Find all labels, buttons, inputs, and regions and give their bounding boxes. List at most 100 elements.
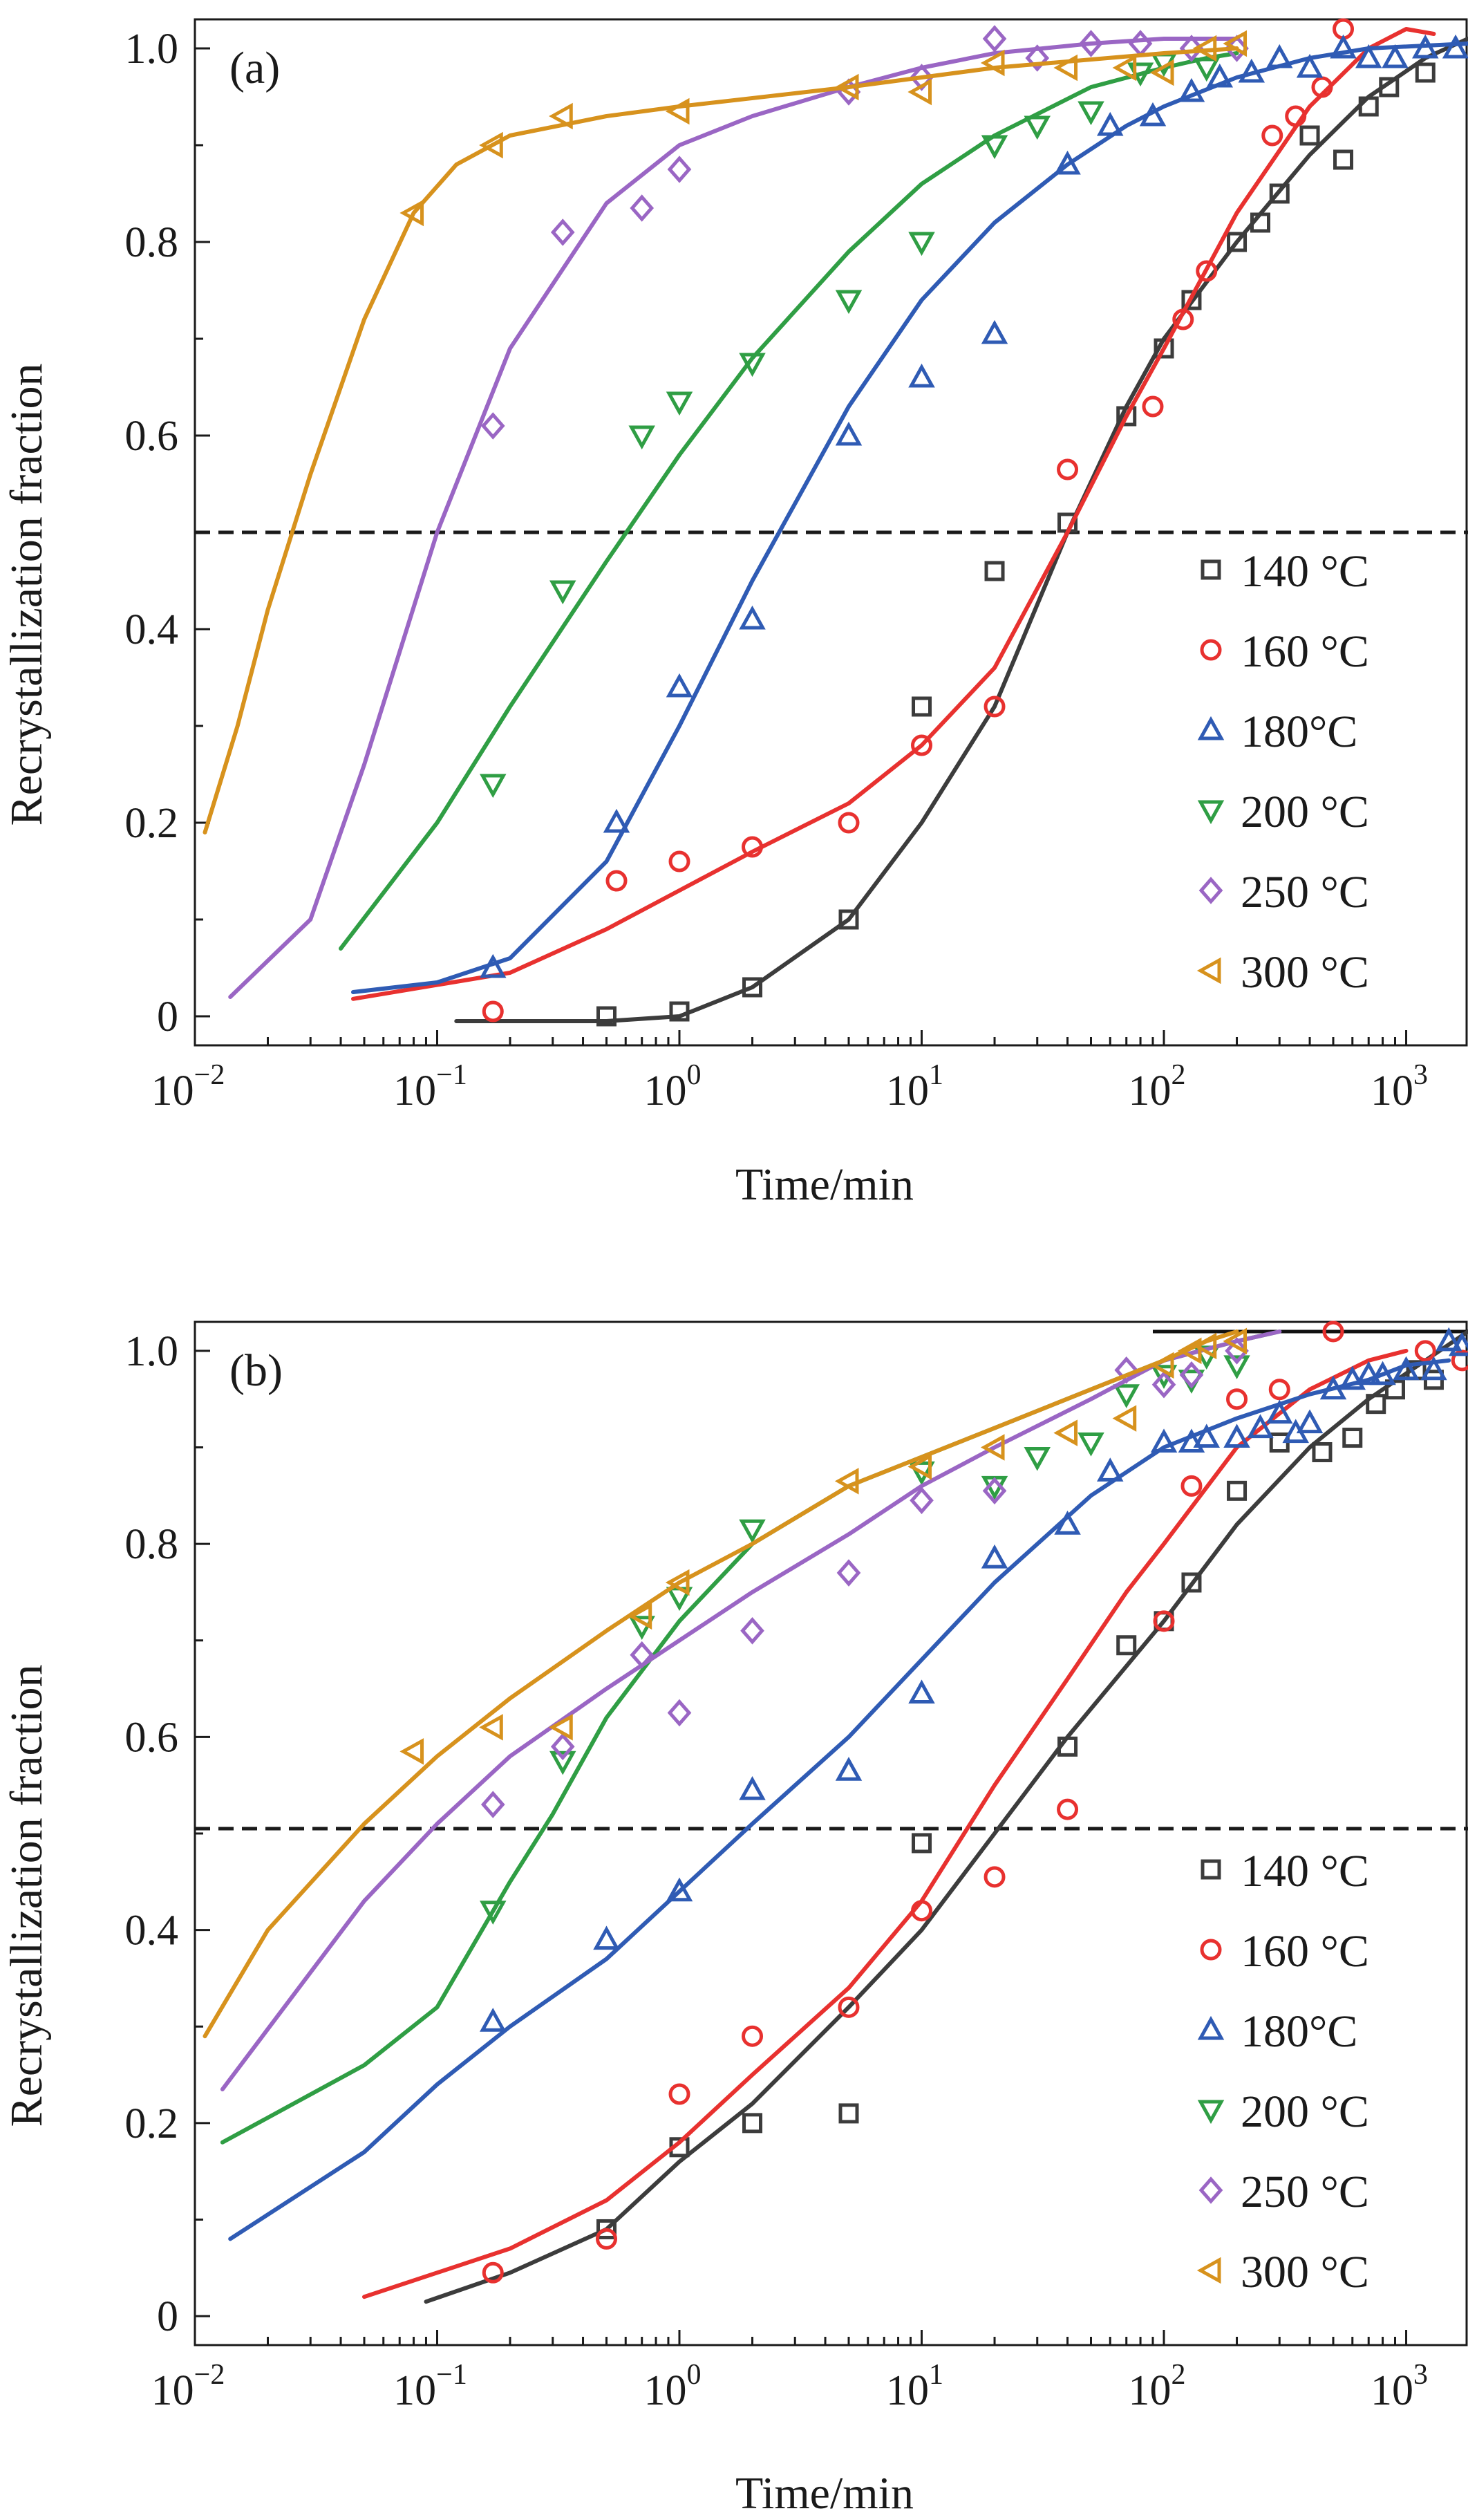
data-point	[1206, 63, 1234, 88]
data-point	[1393, 1356, 1420, 1381]
data-point	[1223, 1355, 1250, 1379]
data-point	[1057, 1798, 1079, 1820]
legend-label: 160 °C	[1241, 626, 1369, 677]
data-point	[838, 909, 859, 930]
data-point	[980, 1434, 1005, 1461]
data-point	[910, 64, 934, 91]
y-tick-label: 0.6	[125, 1714, 179, 1761]
data-point	[550, 218, 575, 246]
data-point	[742, 836, 764, 858]
series-140-c	[424, 1329, 1468, 2304]
y-tick-label: 0	[157, 993, 178, 1040]
legend-marker	[1201, 559, 1221, 580]
data-point	[1414, 1340, 1436, 1362]
data-point	[982, 1477, 1007, 1505]
data-point	[912, 1833, 932, 1854]
data-point	[630, 1641, 655, 1669]
x-tick-exponent: 1	[929, 1059, 943, 1091]
data-point	[549, 1714, 573, 1741]
data-point	[835, 1757, 863, 1781]
data-point	[1142, 395, 1164, 418]
x-axis-label: Time/min	[735, 2468, 914, 2519]
data-point	[1250, 212, 1271, 233]
legend-label: 200 °C	[1241, 2087, 1369, 2137]
legend-label: 250 °C	[1241, 2167, 1369, 2217]
data-point	[1149, 1352, 1174, 1379]
data-point	[1078, 1432, 1104, 1457]
legend-marker	[1196, 2257, 1221, 2284]
data-point	[742, 2113, 763, 2134]
data-point	[834, 1468, 859, 1495]
y-tick-label: 1.0	[125, 26, 179, 73]
data-point	[480, 2008, 507, 2032]
x-tick-label: 101	[886, 1059, 943, 1114]
x-tick-exponent: −2	[194, 2359, 225, 2391]
x-tick-base: 10	[1129, 1067, 1171, 1114]
x-tick-base: 10	[151, 2367, 194, 2414]
data-point	[1319, 1375, 1347, 1400]
data-point	[1223, 1424, 1250, 1448]
fit-line-250-c	[220, 1329, 1282, 2091]
data-point	[605, 870, 628, 892]
legend-label: 300 °C	[1241, 947, 1369, 998]
data-point	[1193, 1424, 1220, 1448]
legend-label: 180°C	[1241, 707, 1357, 757]
x-tick-exponent: 2	[1171, 2359, 1186, 2391]
data-point	[980, 49, 1005, 77]
panel-label: (b)	[229, 1345, 283, 1396]
data-point	[1225, 1337, 1249, 1365]
data-point	[984, 561, 1005, 581]
y-tick-label: 0.6	[125, 413, 179, 460]
data-point	[669, 1001, 690, 1022]
data-point	[1379, 77, 1400, 97]
data-point	[1451, 1350, 1468, 1372]
x-tick-exponent: 1	[929, 2359, 943, 2391]
data-point	[1053, 1419, 1078, 1446]
chart-panel-a: 10−2 10−1 100 101 102 10300.20.40.60.81.0Time…	[1, 18, 1468, 1210]
data-point	[908, 363, 935, 388]
data-point	[984, 696, 1006, 718]
data-point	[1024, 115, 1051, 140]
data-point	[1179, 35, 1204, 62]
data-point	[742, 977, 763, 998]
x-tick-exponent: 3	[1413, 2359, 1428, 2391]
data-point	[1238, 58, 1265, 83]
data-point	[1247, 1414, 1274, 1439]
data-point	[1342, 1428, 1363, 1448]
data-point	[1412, 34, 1439, 59]
x-tick-base: 10	[393, 1067, 436, 1114]
x-tick-label: 101	[886, 2359, 943, 2414]
data-point	[836, 1559, 861, 1587]
data-point	[1078, 101, 1104, 126]
x-axis: 10−2 10−1 100 101 102 103	[151, 1030, 1428, 1114]
data-point	[838, 2103, 859, 2124]
x-tick-label: 10−1	[393, 2359, 467, 2414]
data-point	[742, 2025, 764, 2047]
data-point	[1330, 34, 1357, 59]
data-point	[603, 808, 630, 833]
data-point	[1355, 44, 1382, 68]
data-point	[910, 1486, 934, 1515]
data-point	[1079, 30, 1103, 57]
x-tick-base: 10	[644, 2367, 687, 2414]
data-point	[480, 774, 507, 799]
data-point	[1296, 53, 1324, 78]
data-point	[399, 1738, 424, 1765]
data-point	[549, 102, 573, 130]
data-point	[479, 1714, 503, 1741]
data-point	[838, 1996, 860, 2018]
data-point	[739, 353, 766, 377]
data-point	[595, 2228, 617, 2250]
data-point	[666, 1877, 693, 1902]
data-point	[1116, 1635, 1137, 1656]
x-tick-base: 10	[151, 1067, 194, 1114]
x-tick-label: 10−2	[151, 1059, 225, 1114]
data-point	[911, 1900, 933, 1922]
data-point	[1114, 1356, 1139, 1384]
data-point	[907, 1453, 932, 1480]
data-point	[480, 953, 507, 978]
y-tick-label: 1.0	[125, 1328, 179, 1375]
data-point	[1442, 34, 1468, 59]
data-point	[1192, 1332, 1217, 1360]
data-point	[549, 1751, 576, 1775]
